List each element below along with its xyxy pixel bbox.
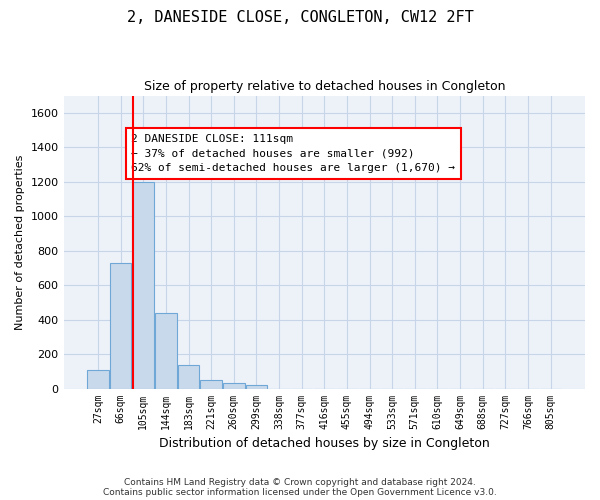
- Text: 2, DANESIDE CLOSE, CONGLETON, CW12 2FT: 2, DANESIDE CLOSE, CONGLETON, CW12 2FT: [127, 10, 473, 25]
- Bar: [223, 384, 245, 388]
- Bar: [178, 366, 199, 388]
- Title: Size of property relative to detached houses in Congleton: Size of property relative to detached ho…: [143, 80, 505, 93]
- Bar: [155, 312, 176, 388]
- Bar: [133, 182, 154, 388]
- X-axis label: Distribution of detached houses by size in Congleton: Distribution of detached houses by size …: [159, 437, 490, 450]
- Bar: [245, 385, 267, 388]
- Bar: [200, 380, 222, 388]
- Text: Contains HM Land Registry data © Crown copyright and database right 2024.
Contai: Contains HM Land Registry data © Crown c…: [103, 478, 497, 497]
- Bar: [87, 370, 109, 388]
- Text: 2 DANESIDE CLOSE: 111sqm
← 37% of detached houses are smaller (992)
62% of semi-: 2 DANESIDE CLOSE: 111sqm ← 37% of detach…: [131, 134, 455, 173]
- Y-axis label: Number of detached properties: Number of detached properties: [15, 154, 25, 330]
- Bar: [110, 262, 131, 388]
